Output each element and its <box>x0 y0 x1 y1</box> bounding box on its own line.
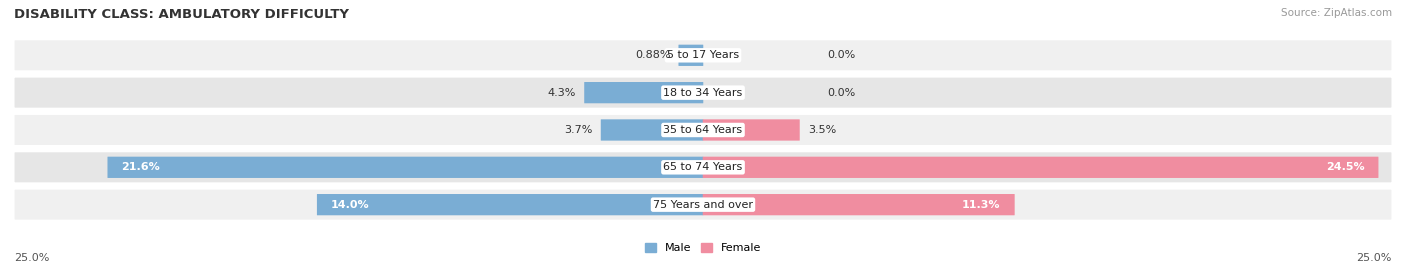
Text: 21.6%: 21.6% <box>121 162 160 172</box>
Text: 25.0%: 25.0% <box>1357 253 1392 263</box>
FancyBboxPatch shape <box>14 114 1392 146</box>
Text: 0.0%: 0.0% <box>827 50 855 60</box>
Text: 25.0%: 25.0% <box>14 253 49 263</box>
FancyBboxPatch shape <box>14 189 1392 221</box>
Text: 65 to 74 Years: 65 to 74 Years <box>664 162 742 172</box>
FancyBboxPatch shape <box>703 157 1378 178</box>
Text: 18 to 34 Years: 18 to 34 Years <box>664 88 742 98</box>
FancyBboxPatch shape <box>107 157 703 178</box>
Text: 11.3%: 11.3% <box>962 200 1001 210</box>
Text: 24.5%: 24.5% <box>1326 162 1364 172</box>
Text: 0.0%: 0.0% <box>827 88 855 98</box>
FancyBboxPatch shape <box>14 77 1392 109</box>
FancyBboxPatch shape <box>600 119 703 141</box>
FancyBboxPatch shape <box>679 45 703 66</box>
Text: 14.0%: 14.0% <box>330 200 370 210</box>
Text: 75 Years and over: 75 Years and over <box>652 200 754 210</box>
Legend: Male, Female: Male, Female <box>641 238 765 258</box>
Text: 4.3%: 4.3% <box>548 88 576 98</box>
Text: 5 to 17 Years: 5 to 17 Years <box>666 50 740 60</box>
FancyBboxPatch shape <box>14 151 1392 183</box>
Text: 35 to 64 Years: 35 to 64 Years <box>664 125 742 135</box>
Text: 0.88%: 0.88% <box>636 50 671 60</box>
FancyBboxPatch shape <box>585 82 703 103</box>
Text: DISABILITY CLASS: AMBULATORY DIFFICULTY: DISABILITY CLASS: AMBULATORY DIFFICULTY <box>14 8 349 21</box>
Text: Source: ZipAtlas.com: Source: ZipAtlas.com <box>1281 8 1392 18</box>
Text: 3.5%: 3.5% <box>807 125 837 135</box>
Text: 3.7%: 3.7% <box>564 125 593 135</box>
FancyBboxPatch shape <box>703 119 800 141</box>
FancyBboxPatch shape <box>14 39 1392 71</box>
FancyBboxPatch shape <box>316 194 703 215</box>
FancyBboxPatch shape <box>703 194 1015 215</box>
